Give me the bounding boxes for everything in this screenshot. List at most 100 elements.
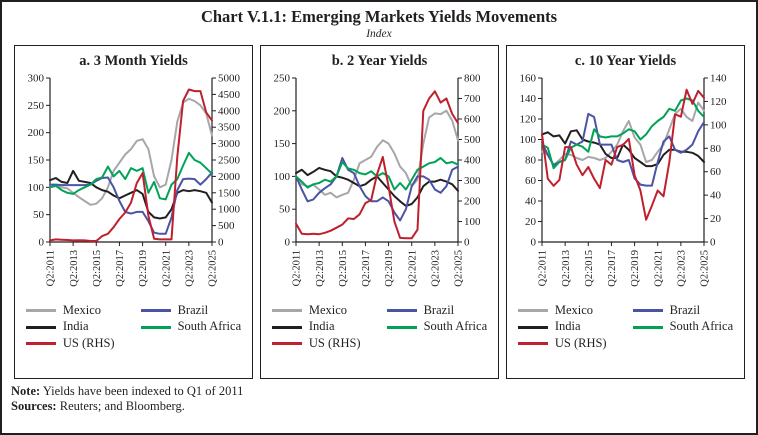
left-axis-tick-label: 200 [27, 127, 44, 139]
legend-item-india: India [271, 320, 361, 334]
legend-item-south_africa: South Africa [632, 319, 734, 334]
series-line-mexico [294, 109, 459, 199]
right-axis-tick-label: 400 [464, 154, 481, 166]
note-text: Yields have been indexed to Q1 of 2011 [42, 383, 244, 398]
panel-10-year-yields: c. 10 Year Yields 0 20 40 60 80 100 120 140 160 0… [506, 44, 745, 379]
right-axis-tick-label: 100 [464, 216, 481, 228]
right-axis-tick-label: 700 [464, 93, 481, 105]
right-axis-tick-label: 1500 [218, 187, 241, 199]
right-axis-tick-label: 2500 [218, 154, 241, 166]
x-axis-tick-label: Q2:2025 [453, 250, 464, 287]
x-axis-tick-label: Q2:2019 [630, 250, 641, 287]
x-axis-tick-label: Q2:2021 [161, 250, 172, 287]
panel-b-chart: 0 50 100 150 200 250 0 100 200 300 400 500 600 700 800… [273, 72, 481, 287]
right-axis-tick-label: 3500 [218, 121, 241, 133]
legend-label: US (RHS) [554, 336, 607, 351]
legend-label: US (RHS) [308, 336, 361, 351]
left-axis-tick-label: 50 [33, 209, 45, 221]
legend-swatch-india [271, 325, 302, 329]
x-axis-tick-label: Q2:2023 [184, 250, 195, 287]
figure-subtitle: Index [366, 27, 392, 40]
legend-label: India [62, 319, 89, 334]
panel-a-chart: 0501001502002503000500100015002000250030… [27, 72, 241, 287]
x-axis-tick-label: Q2:2015 [583, 250, 594, 287]
legend-label: Brazil [423, 302, 455, 317]
legend-label: South Africa [177, 319, 242, 334]
legend-item-mexico: Mexico [271, 302, 361, 318]
right-axis-tick-label: 0 [710, 236, 716, 248]
x-axis-tick-label: Q2:2013 [314, 250, 325, 287]
x-axis-tick-label: Q2:2021 [407, 250, 418, 287]
left-axis-tick-label: 200 [273, 105, 290, 117]
right-axis-tick-label: 0 [464, 236, 470, 248]
legend-swatch-us [271, 342, 302, 346]
legend-swatch-us [517, 342, 548, 346]
right-axis-tick-label: 2000 [218, 171, 241, 183]
series-line-brazil [540, 112, 705, 187]
legend-item-india: India [25, 319, 115, 334]
x-axis-tick-label: Q2:2017 [115, 250, 126, 287]
panel-c-legend: Mexico Brazil India South Africa US (RHS) [509, 302, 742, 351]
left-axis-tick-label: 60 [525, 175, 537, 187]
right-axis-tick-label: 500 [464, 134, 481, 146]
legend-item-brazil: Brazil [386, 302, 488, 318]
legend-swatch-mexico [271, 308, 302, 312]
x-axis-tick-label: Q2:2025 [699, 250, 710, 287]
note-label: Note: [11, 383, 41, 398]
figure-header: Chart V.1.1: Emerging Markets Yields Mov… [2, 2, 756, 41]
left-axis-tick-label: 100 [273, 171, 290, 183]
legend-label: Mexico [554, 302, 594, 317]
panel-a-legend: Mexico Brazil India South Africa US (RHS) [17, 302, 250, 351]
sources-text: Reuters; and Bloomberg. [59, 399, 185, 414]
x-axis-tick-label: Q2:2011 [537, 250, 548, 286]
right-axis-tick-label: 3000 [218, 138, 241, 150]
legend-label: US (RHS) [62, 336, 115, 351]
series-line-brazil [294, 156, 459, 222]
legend-item-india: India [517, 319, 607, 334]
legend-item-us: US (RHS) [517, 336, 607, 351]
left-axis-tick-label: 250 [273, 72, 290, 84]
panel-b-legend: Mexico Brazil India South Africa US (RHS) [263, 302, 496, 351]
panel-b-title: b. 2 Year Yields [331, 52, 428, 69]
legend-label: South Africa [669, 319, 734, 334]
legend-item-us: US (RHS) [25, 336, 115, 351]
legend-swatch-south_africa [140, 325, 171, 329]
x-axis-tick-label: Q2:2011 [291, 250, 302, 286]
legend-label: South Africa [423, 319, 488, 334]
right-axis-tick-label: 500 [218, 220, 235, 232]
x-axis-tick-label: Q2:2019 [138, 250, 149, 287]
legend-swatch-us [25, 342, 56, 346]
sources-line: Sources: Reuters; and Bloomberg. [11, 399, 756, 415]
legend-label: Brazil [177, 302, 209, 317]
legend-swatch-mexico [25, 308, 56, 312]
legend-swatch-mexico [517, 308, 548, 312]
right-axis-tick-label: 140 [710, 72, 727, 84]
left-axis-tick-label: 20 [525, 216, 537, 228]
right-axis-tick-label: 5000 [218, 72, 241, 84]
x-axis-tick-label: Q2:2011 [45, 250, 56, 286]
legend-label: Mexico [308, 302, 348, 317]
left-axis-tick-label: 50 [279, 203, 291, 215]
legend-item-brazil: Brazil [632, 302, 734, 318]
legend-label: India [554, 319, 581, 334]
legend-item-mexico: Mexico [517, 302, 607, 318]
legend-item-brazil: Brazil [140, 302, 242, 318]
legend-item-south_africa: South Africa [386, 319, 488, 334]
left-axis-tick-label: 160 [519, 72, 536, 84]
x-axis-tick-label: Q2:2015 [337, 250, 348, 287]
left-axis-tick-label: 120 [519, 113, 536, 125]
right-axis-tick-label: 120 [710, 96, 727, 108]
panel-2-year-yields: b. 2 Year Yields 0 50 100 150 200 250 0 100 200 3… [260, 44, 499, 379]
right-axis-tick-label: 300 [464, 175, 481, 187]
x-axis-tick-label: Q2:2013 [560, 250, 571, 287]
right-axis-tick-label: 100 [710, 119, 727, 131]
legend-label: Brazil [669, 302, 701, 317]
series-line-south_africa [48, 151, 213, 201]
legend-label: Mexico [62, 302, 102, 317]
x-axis-tick-label: Q2:2023 [676, 250, 687, 287]
left-axis-tick-label: 300 [27, 72, 44, 84]
legend-swatch-india [517, 325, 548, 329]
x-axis-tick-label: Q2:2021 [653, 250, 664, 287]
left-axis-tick-label: 140 [519, 93, 536, 105]
